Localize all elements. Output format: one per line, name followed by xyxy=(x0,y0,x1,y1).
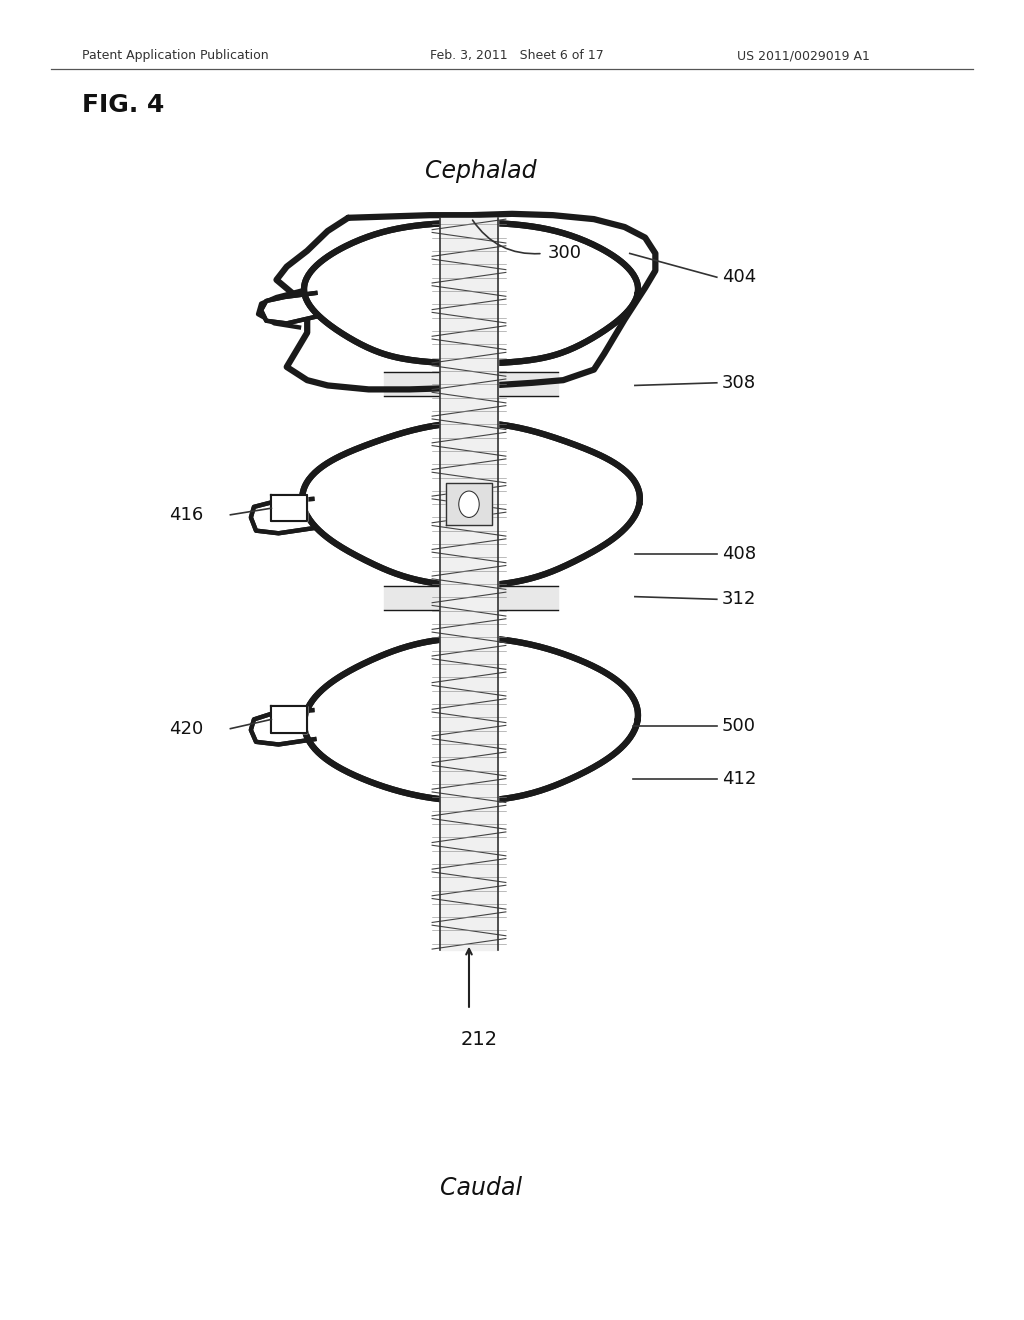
Text: 420: 420 xyxy=(169,719,203,738)
Text: 412: 412 xyxy=(722,770,757,788)
Text: Caudal: Caudal xyxy=(440,1176,522,1200)
Polygon shape xyxy=(271,495,307,521)
Polygon shape xyxy=(271,495,307,521)
Polygon shape xyxy=(384,372,558,396)
Polygon shape xyxy=(251,499,314,533)
Text: 212: 212 xyxy=(461,1030,498,1048)
Polygon shape xyxy=(304,223,638,363)
Text: US 2011/0029019 A1: US 2011/0029019 A1 xyxy=(737,49,870,62)
Text: 500: 500 xyxy=(722,717,756,735)
Text: 312: 312 xyxy=(722,590,757,609)
Polygon shape xyxy=(261,293,315,323)
Text: 416: 416 xyxy=(169,506,203,524)
Polygon shape xyxy=(384,586,558,610)
Polygon shape xyxy=(251,499,314,533)
Polygon shape xyxy=(304,638,638,801)
Polygon shape xyxy=(304,223,638,363)
Text: 300: 300 xyxy=(548,244,582,263)
Polygon shape xyxy=(261,293,315,323)
Polygon shape xyxy=(271,706,307,733)
Text: 308: 308 xyxy=(722,374,756,392)
Text: 404: 404 xyxy=(722,268,756,286)
Polygon shape xyxy=(446,483,492,525)
Polygon shape xyxy=(440,218,498,950)
Polygon shape xyxy=(304,638,638,801)
Circle shape xyxy=(459,491,479,517)
Polygon shape xyxy=(251,710,314,744)
Text: Patent Application Publication: Patent Application Publication xyxy=(82,49,268,62)
Text: Cephalad: Cephalad xyxy=(425,160,538,183)
Polygon shape xyxy=(251,710,314,744)
Text: Feb. 3, 2011   Sheet 6 of 17: Feb. 3, 2011 Sheet 6 of 17 xyxy=(430,49,604,62)
Polygon shape xyxy=(271,706,307,733)
Text: FIG. 4: FIG. 4 xyxy=(82,94,164,117)
Polygon shape xyxy=(302,422,640,586)
Text: 408: 408 xyxy=(722,545,756,564)
Polygon shape xyxy=(302,422,640,586)
